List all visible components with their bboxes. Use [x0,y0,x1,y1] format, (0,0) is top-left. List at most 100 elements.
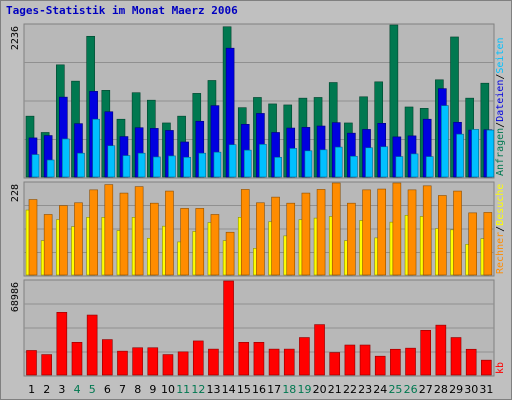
bar-kb [374,355,386,376]
legend-separator: / [495,122,506,128]
bar-seiten [183,156,191,178]
bar-kb [41,354,52,376]
bar-kb [481,359,492,376]
bar-seiten [92,118,100,178]
legend-separator: / [495,74,506,80]
bar-kb [253,341,265,376]
bar-kb [56,312,68,376]
x-tick-label: 21 [328,383,342,396]
bar-rechner [347,202,356,276]
x-tick-label: 1 [28,383,35,396]
bar-rechner [195,208,205,276]
x-tick-label: 27 [419,383,433,396]
y-max-label: 68986 [10,282,21,312]
bar-kb [86,314,98,376]
bar-kb [238,341,250,376]
bar-kb [420,330,431,376]
bar-rechner [468,212,477,276]
bar-seiten [46,159,55,178]
x-tick-label: 7 [119,383,126,396]
bar-seiten [243,149,252,178]
bar-seiten [168,155,176,178]
bar-seiten [213,151,222,178]
bar-rechner [316,189,326,276]
bar-seiten [198,152,207,178]
bar-seiten [274,156,282,178]
bar-kb [71,341,83,376]
bar-seiten [122,155,131,178]
bar-seiten [425,156,434,178]
bar-seiten [365,147,373,178]
x-tick-label: 10 [161,383,175,396]
bar-rechner [483,212,493,276]
bar-seiten [471,129,479,178]
x-tick-label: 11 [176,383,190,396]
bar-kb [177,351,189,376]
bar-kb [132,347,143,376]
bar-rechner [180,208,189,276]
bar-rechner [43,214,53,276]
bar-kb [192,340,204,376]
legend-item: Anfragen [495,128,506,176]
bar-seiten [289,148,298,178]
legend-kb: kb [495,362,506,374]
x-tick-label: 28 [434,383,448,396]
x-tick-label: 3 [58,383,65,396]
bar-kb [314,324,325,376]
bar-kb [283,348,295,376]
bar-seiten [456,133,464,178]
bar-kb [329,352,341,376]
bar-rechner [377,188,387,276]
x-tick-label: 22 [343,383,357,396]
x-tick-label: 6 [104,383,111,396]
bar-rechner [225,231,235,276]
bar-kb [299,337,310,376]
bar-rechner [134,186,144,276]
y-max-label: 228 [10,184,21,202]
bar-kb [117,350,128,376]
x-tick-label: 16 [252,383,266,396]
x-tick-label: 26 [404,383,418,396]
x-tick-label: 9 [149,383,156,396]
legend-item: Dateien [495,80,506,122]
bar-seiten [259,144,267,178]
bar-seiten [152,156,161,178]
bar-rechner [149,202,159,276]
x-tick-label: 15 [237,383,251,396]
x-tick-label: 18 [282,383,296,396]
x-tick-label: 12 [191,383,205,396]
bar-seiten [304,150,313,178]
bar-kb [223,280,234,376]
bar-seiten [137,152,146,178]
bar-seiten [380,146,389,178]
x-tick-label: 19 [297,383,311,396]
bar-rechner [407,189,417,276]
bar-rechner [59,205,68,276]
bar-rechner [119,192,129,276]
bar-rechner [104,184,114,276]
bar-kb [435,324,447,376]
bar-rechner [422,185,432,276]
bar-seiten [334,146,343,178]
bar-seiten [77,152,85,178]
bar-seiten [395,156,404,178]
bar-seiten [62,138,70,178]
legend-item: kb [495,362,506,374]
x-tick-label: 23 [358,383,372,396]
bar-seiten [31,154,40,178]
bar-seiten [410,153,419,178]
legend-visits-hosts: Rechner/Besuche [495,184,506,274]
x-tick-label: 8 [134,383,141,396]
bar-rechner [301,192,311,276]
x-tick-label: 24 [373,383,387,396]
bar-kb [465,348,477,376]
bar-rechner [240,189,250,276]
bar-rechner [362,189,371,276]
legend-item: Besuche [495,184,506,226]
bar-rechner [210,214,220,276]
x-tick-label: 30 [464,383,478,396]
x-tick-label: 25 [388,383,402,396]
bar-rechner [453,190,462,276]
bar-rechner [28,199,38,276]
